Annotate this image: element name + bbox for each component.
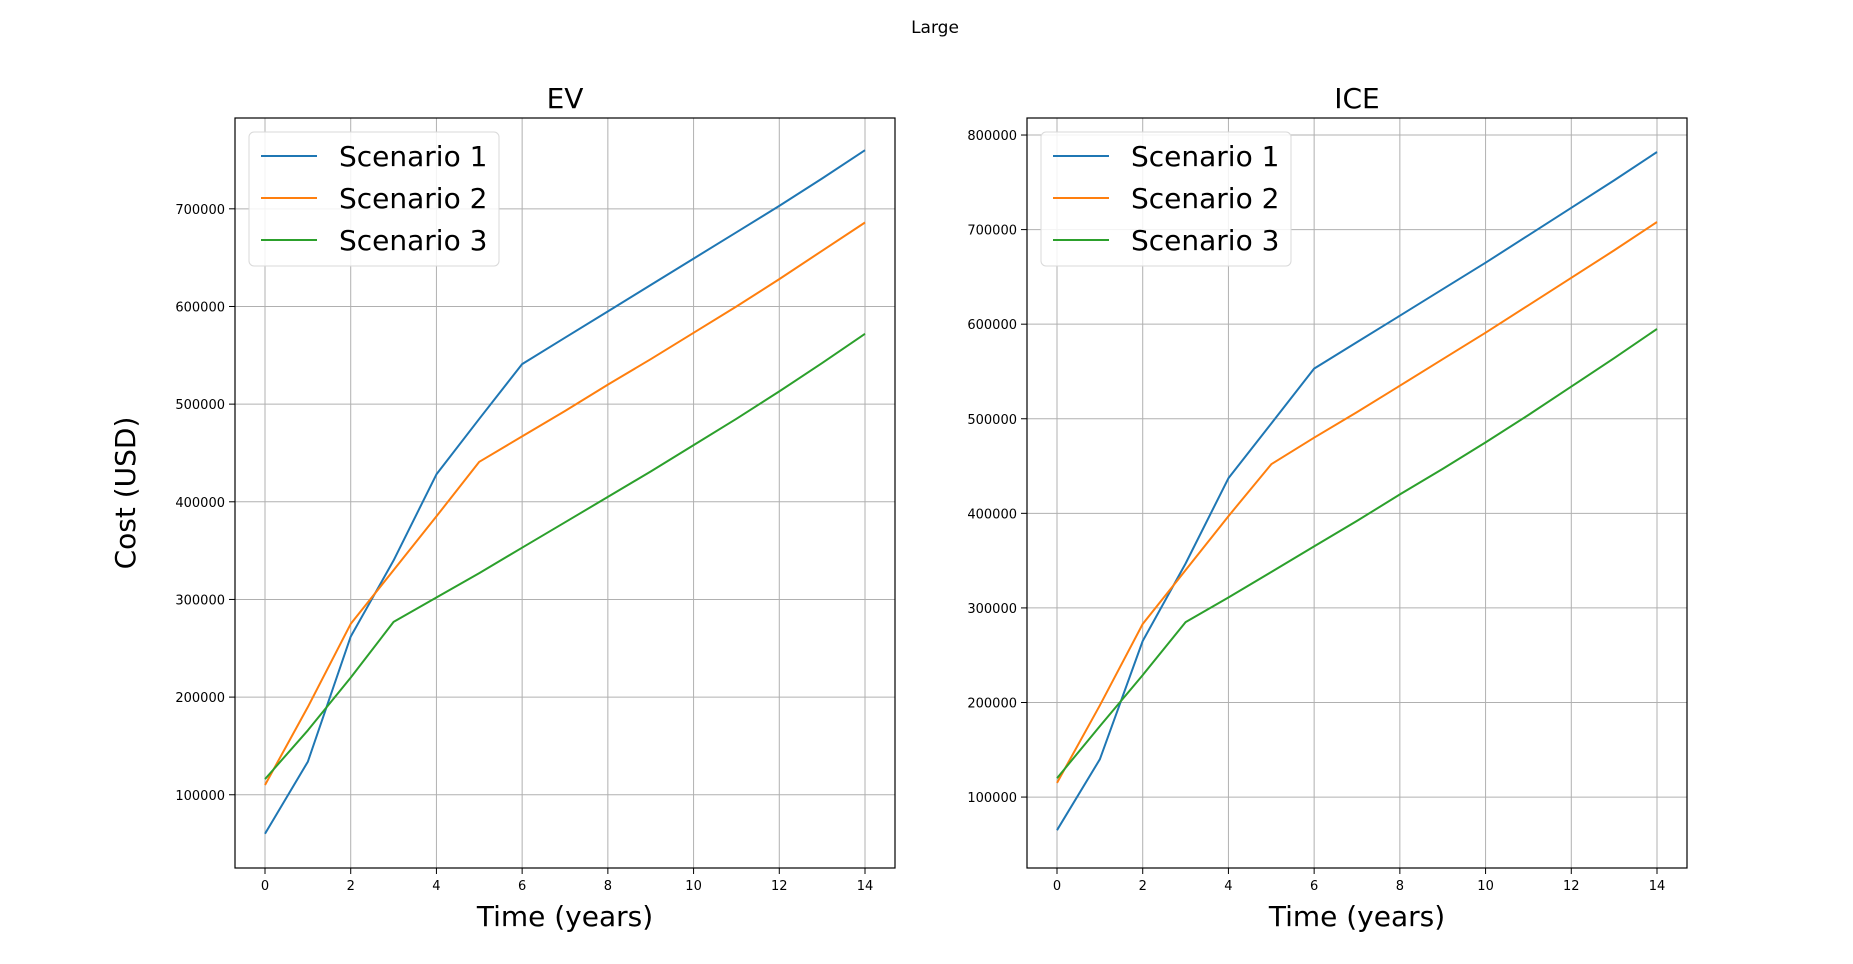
y-tick-label-1: 200000 [967, 696, 1017, 711]
series-line-3 [264, 332, 866, 780]
legend-label-1: Scenario 1 [1131, 140, 1279, 173]
x-tick-label-1: 2 [1139, 879, 1147, 894]
series-line-2 [1056, 221, 1658, 784]
chart-title: ICE [1334, 82, 1380, 115]
x-tick-label-1: 2 [347, 879, 355, 894]
y-tick-label-7: 800000 [967, 129, 1017, 144]
legend: Scenario 1 Scenario 2 Scenario 3 [248, 131, 500, 267]
x-tick-label-7: 14 [1649, 879, 1666, 894]
x-tick-label-5: 10 [1477, 879, 1494, 894]
legend-box [248, 131, 500, 267]
series-line-2 [264, 221, 866, 786]
x-axis-label: Time (years) [476, 900, 653, 933]
x-tick-label-0: 0 [1053, 879, 1061, 894]
legend-label-3: Scenario 3 [1131, 224, 1279, 257]
x-tick-label-4: 8 [1396, 879, 1404, 894]
y-tick-label-3: 400000 [967, 507, 1017, 522]
y-tick-label-5: 600000 [175, 300, 225, 315]
legend-label-3: Scenario 3 [339, 224, 487, 257]
x-tick-label-2: 4 [1224, 879, 1232, 894]
x-axis-label: Time (years) [1268, 900, 1445, 933]
legend-label-2: Scenario 2 [1131, 182, 1279, 215]
x-tick-label-6: 12 [771, 879, 788, 894]
y-axis-label: Cost (USD) [109, 417, 142, 570]
chart-0: 0 2 4 6 8 10 12 14 100000 200000 300000 400000 50000… [109, 82, 896, 933]
x-tick-label-5: 10 [685, 879, 702, 894]
series-line-1 [1056, 151, 1658, 831]
y-tick-label-6: 700000 [967, 224, 1017, 239]
legend-label-2: Scenario 2 [339, 182, 487, 215]
y-tick-label-3: 400000 [175, 496, 225, 511]
figure-suptitle: Large [911, 18, 959, 38]
legend-label-1: Scenario 1 [339, 140, 487, 173]
series-line-3 [1056, 328, 1658, 779]
legend: Scenario 1 Scenario 2 Scenario 3 [1040, 131, 1292, 267]
x-tick-label-2: 4 [432, 879, 440, 894]
x-tick-label-3: 6 [518, 879, 526, 894]
y-tick-label-1: 200000 [175, 691, 225, 706]
y-tick-label-0: 100000 [967, 791, 1017, 806]
x-tick-label-7: 14 [857, 879, 874, 894]
y-tick-label-0: 100000 [175, 789, 225, 804]
axes-frame [234, 117, 896, 869]
y-tick-label-2: 300000 [175, 593, 225, 608]
legend-box [1040, 131, 1292, 267]
y-tick-label-5: 600000 [967, 318, 1017, 333]
series-line-1 [264, 149, 866, 835]
x-tick-label-4: 8 [604, 879, 612, 894]
y-tick-label-6: 700000 [175, 203, 225, 218]
x-tick-label-6: 12 [1563, 879, 1580, 894]
chart-title: EV [547, 82, 584, 115]
axes-frame [1026, 117, 1688, 869]
y-tick-label-4: 500000 [175, 398, 225, 413]
y-tick-label-2: 300000 [967, 602, 1017, 617]
y-tick-label-4: 500000 [967, 413, 1017, 428]
x-tick-label-0: 0 [261, 879, 269, 894]
chart-1: 0 2 4 6 8 10 12 14 100000 200000 300000 400000 50000… [967, 82, 1688, 933]
x-tick-label-3: 6 [1310, 879, 1318, 894]
